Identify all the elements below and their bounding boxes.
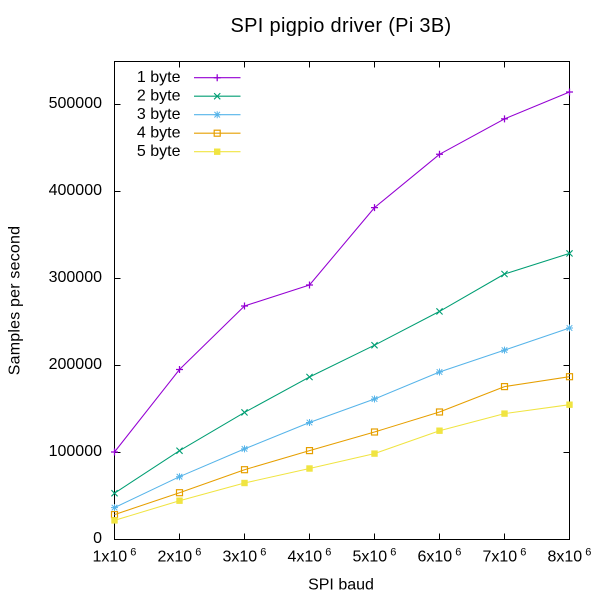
svg-text:0: 0 <box>93 530 102 547</box>
svg-text:SPI baud: SPI baud <box>308 577 374 594</box>
svg-text:5 byte: 5 byte <box>137 143 181 160</box>
svg-text:SPI pigpio driver (Pi 3B): SPI pigpio driver (Pi 3B) <box>231 15 452 37</box>
svg-text:100000: 100000 <box>49 443 102 460</box>
svg-text:500000: 500000 <box>49 95 102 112</box>
svg-text:3 byte: 3 byte <box>137 106 181 123</box>
svg-text:1 byte: 1 byte <box>137 69 181 86</box>
svg-text:400000: 400000 <box>49 182 102 199</box>
svg-text:300000: 300000 <box>49 269 102 286</box>
svg-text:4 byte: 4 byte <box>137 124 181 141</box>
svg-text:200000: 200000 <box>49 356 102 373</box>
svg-text:2 byte: 2 byte <box>137 87 181 104</box>
svg-text:Samples per second: Samples per second <box>7 226 24 375</box>
